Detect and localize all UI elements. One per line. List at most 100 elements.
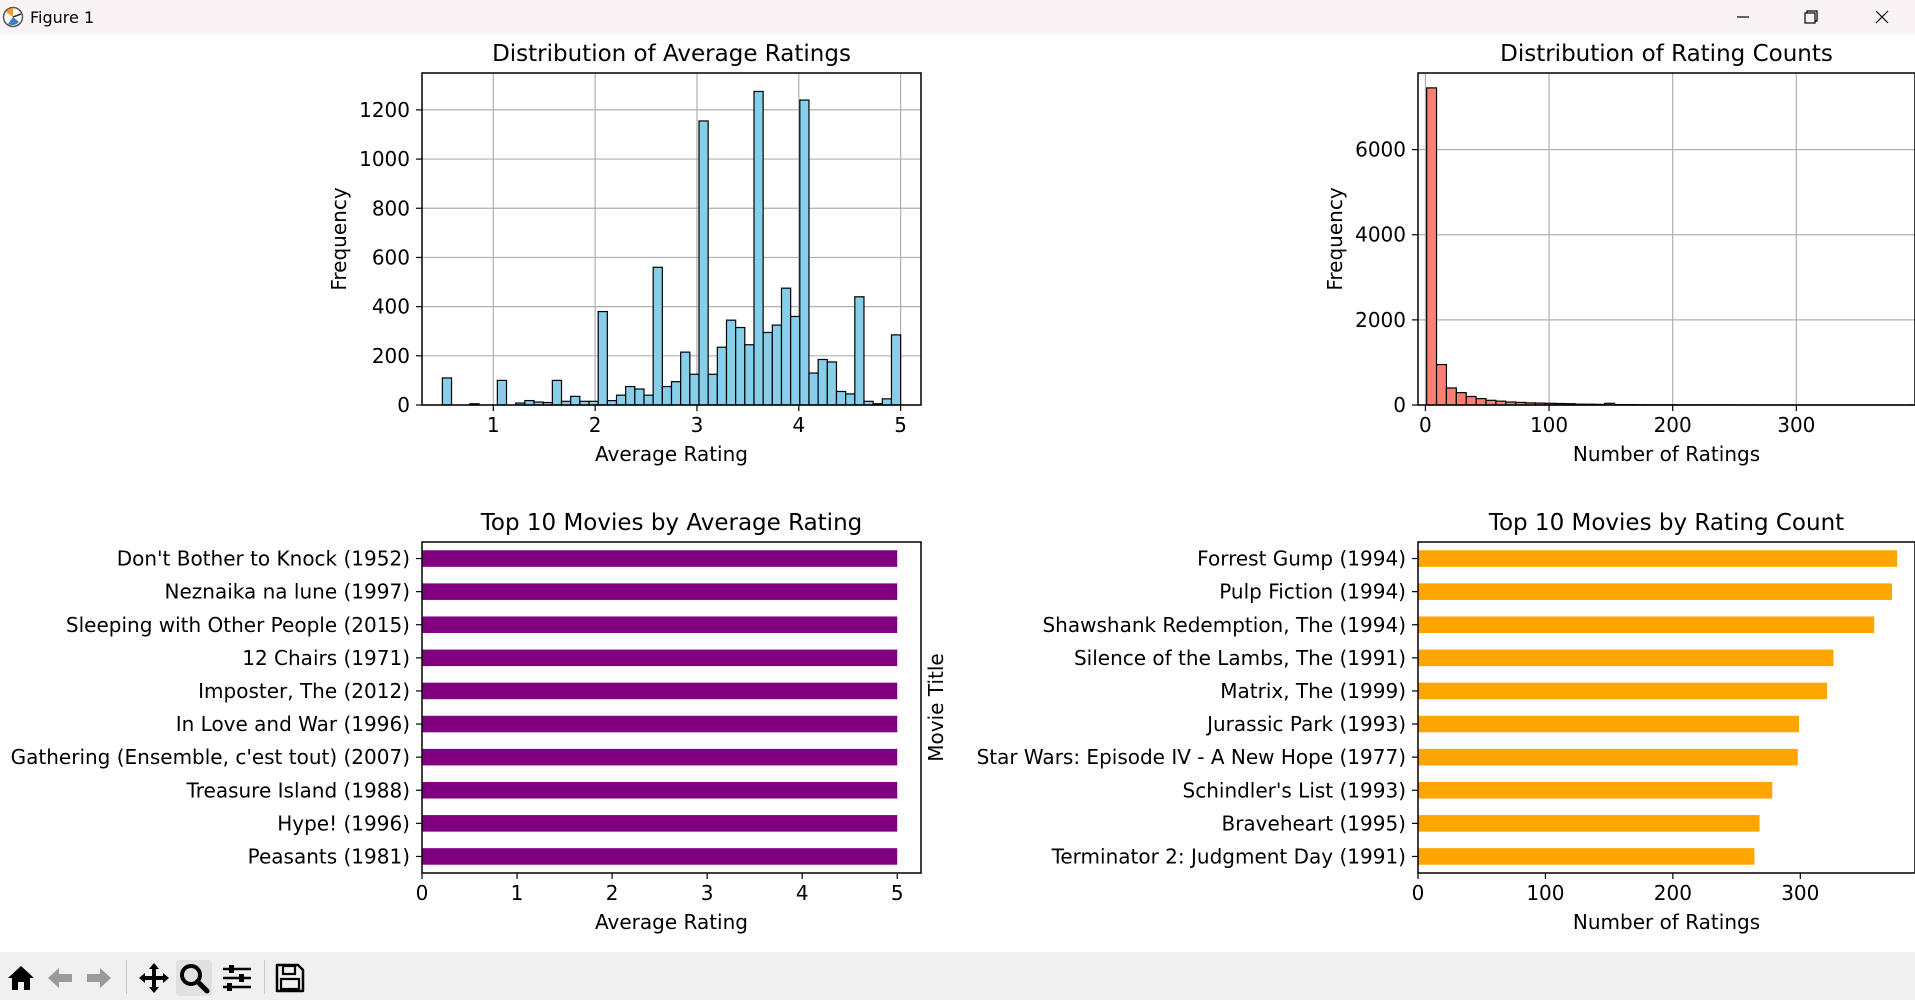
zoom-icon [180,964,210,994]
x-tick-label: 0 [1419,413,1432,437]
category-label: Neznaika na lune (1997) [165,580,410,604]
category-label: Schindler's List (1993) [1183,778,1406,802]
x-tick-label: 1 [511,881,524,905]
histogram-bar [680,351,691,406]
bar [1418,715,1800,733]
bar [1418,616,1875,634]
toolbar-separator [264,960,265,994]
y-axis-label: Frequency [327,187,351,290]
histogram-bar [890,334,902,406]
bar-chart-3 [1412,541,1915,879]
category-label: Star Wars: Episode IV - A New Hope (1977… [977,745,1406,769]
histogram-bar [551,379,563,406]
category-label: In Love and War (1996) [176,712,410,736]
histogram-bar [826,361,838,406]
histogram-bar [762,331,773,406]
category-label: 12 Chairs (1971) [242,646,410,670]
category-label: Treasure Island (1988) [185,778,410,802]
x-tick-label: 4 [792,413,805,437]
close-button[interactable] [1852,0,1912,34]
histogram-bar [570,395,581,406]
close-icon [1875,10,1889,24]
x-tick-label: 0 [416,881,429,905]
chart-title: Top 10 Movies by Average Rating [480,510,863,536]
minimize-icon [1737,16,1749,18]
axes-frame [1417,541,1915,874]
y-tick-label: 1200 [359,98,410,122]
minimize-button[interactable] [1713,0,1773,34]
save-button[interactable] [272,960,308,996]
histogram-bar [615,394,627,406]
bar [422,550,898,567]
y-tick-label: 800 [372,196,410,220]
bar-chart-2 [416,541,922,879]
home-icon [8,966,34,990]
app-icon [2,6,24,28]
forward-button[interactable] [81,960,117,996]
x-tick-label: 1 [487,413,500,437]
restore-button[interactable] [1781,0,1841,34]
histogram-bar [790,315,801,406]
histogram-bar [496,379,508,406]
histogram-bar [707,373,718,406]
x-axis-label: Average Rating [595,442,748,466]
bar [1418,550,1898,567]
histogram-bar [1455,392,1467,406]
category-label: Shawshank Redemption, The (1994) [1042,613,1406,637]
save-icon [275,963,305,993]
chart-title: Top 10 Movies by Rating Count [1488,510,1844,536]
navigation-toolbar [0,952,1915,1000]
x-tick-label: 300 [1781,881,1819,905]
axes-frame [1417,72,1915,406]
y-tick-label: 1000 [359,147,410,171]
x-axis-label: Number of Ratings [1573,910,1760,934]
x-tick-label: 4 [796,881,809,905]
histogram-bar [1465,395,1477,406]
category-label: Gathering (Ensemble, c'est tout) (2007) [11,745,410,769]
axes-frame [421,72,922,406]
histogram-bar [441,377,453,406]
pan-button[interactable] [136,960,172,996]
histogram-bar [634,388,645,406]
bar [422,848,898,865]
category-label: Peasants (1981) [248,844,410,868]
category-label: Matrix, The (1999) [1220,679,1406,703]
category-label: Terminator 2: Judgment Day (1991) [1051,844,1406,868]
bar [422,748,898,766]
histogram-bar [835,390,847,406]
x-axis-label: Number of Ratings [1573,442,1760,466]
pan-icon [139,963,169,993]
bar [1418,848,1755,865]
bar [422,715,898,733]
home-button[interactable] [3,960,39,996]
category-label: Imposter, The (2012) [198,679,410,703]
histogram-bar [725,319,737,406]
window-titlebar: Figure 1 [0,0,1915,34]
window-title: Figure 1 [30,8,95,27]
forward-arrow-icon [87,968,111,988]
x-tick-label: 3 [691,413,704,437]
x-tick-label: 200 [1654,881,1692,905]
figure-canvas[interactable]: 1 2 3 4 5 0 200 400 600 800 1000 1200 Distribution o… [0,34,1915,952]
histogram-bar [808,372,819,406]
y-axis-label: Frequency [1323,187,1347,290]
x-tick-label: 5 [894,413,907,437]
zoom-button[interactable] [176,960,212,996]
y-tick-label: 0 [1393,393,1406,417]
category-label: Braveheart (1995) [1221,811,1406,835]
y-tick-label: 4000 [1355,223,1406,247]
back-arrow-icon [48,968,72,988]
category-label: Jurassic Park (1993) [1205,712,1406,736]
back-button[interactable] [42,960,78,996]
histogram-bar [689,373,700,406]
bar [1418,748,1798,766]
configure-subplots-button[interactable] [219,960,255,996]
x-tick-label: 2 [606,881,619,905]
x-tick-label: 0 [1412,881,1425,905]
histogram-bar [652,266,663,406]
histogram-bar [817,358,828,406]
x-tick-label: 2 [589,413,602,437]
chart-title: Distribution of Average Ratings [492,41,851,67]
bar [1418,649,1834,667]
